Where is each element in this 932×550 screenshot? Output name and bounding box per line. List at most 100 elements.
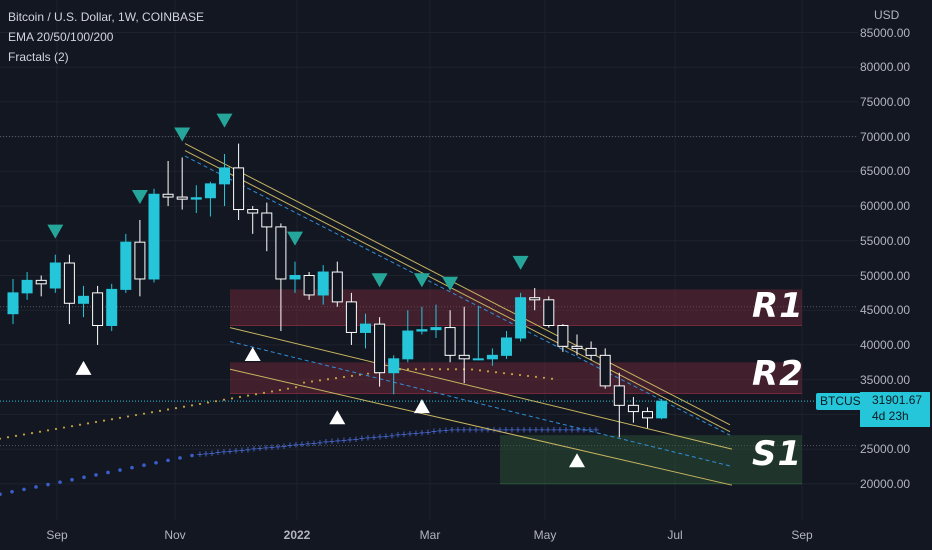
ema-100-dot — [278, 388, 282, 392]
candle-body — [571, 345, 583, 349]
price-tick-label: 85000.00 — [860, 25, 911, 40]
fractal-down-marker — [287, 231, 303, 246]
candle-body — [501, 337, 512, 356]
ema-200-dot — [106, 470, 110, 475]
ema-100-dot — [310, 380, 314, 383]
currency-label: USD — [874, 8, 900, 22]
price-tick-label: 40000.00 — [860, 337, 911, 352]
ema-100-dot — [542, 376, 546, 379]
ema-100-dot — [102, 419, 106, 422]
fractal-markers — [47, 113, 585, 468]
ema-200-dot: + — [473, 425, 479, 437]
fractal-down-marker — [371, 273, 388, 288]
price-tick-label: 35000.00 — [860, 372, 911, 387]
ema-200-dot: + — [467, 425, 473, 437]
candles — [7, 143, 668, 438]
ema-100-dot — [454, 368, 458, 371]
zone-label-r1: R1 — [752, 286, 804, 326]
time-tick-label: May — [533, 528, 557, 542]
ema-200-dot: + — [455, 425, 461, 437]
ema-200-dot: + — [443, 425, 449, 437]
price-tick-label: 25000.00 — [860, 442, 911, 457]
ema-200-dot: + — [479, 425, 485, 437]
fractal-down-marker — [512, 255, 529, 270]
ema-100-dot — [430, 368, 434, 371]
ema-100-dot — [70, 425, 74, 428]
ema-100-dot — [110, 418, 114, 421]
ema-100-dot — [510, 372, 514, 376]
ema-100-dot — [166, 408, 170, 411]
ema-200-dot: + — [335, 436, 341, 448]
ema-200-dot: + — [527, 425, 533, 437]
ema-200-dot: + — [347, 434, 353, 446]
ema-100-dot — [158, 409, 162, 412]
ema-200-dot: + — [419, 427, 425, 439]
ema-200-dot: + — [365, 433, 371, 445]
ema-dots: + + + + + + + + + + + + + + + + + + + + + + + + + + + + + + + + + + + + + + + +… — [0, 368, 599, 497]
ema-100-dot — [534, 375, 538, 378]
ema-100-dot — [414, 368, 418, 371]
ema-indicator-label[interactable]: EMA 20/50/100/200 — [8, 30, 114, 44]
candle-body — [656, 400, 668, 419]
trend-lines — [184, 143, 733, 486]
ema-100-dot — [334, 377, 338, 380]
ema-100-dot — [190, 404, 194, 407]
ema-200-dot — [58, 480, 62, 484]
candle-body — [35, 279, 47, 285]
ema-100-dot — [238, 395, 242, 399]
ema-200-dot: + — [311, 438, 317, 450]
candle-body — [416, 329, 428, 332]
ema-100-dot — [142, 412, 146, 415]
price-tick-label: 75000.00 — [860, 94, 911, 109]
candle-body — [486, 354, 498, 360]
channel-upper-line — [184, 150, 731, 433]
channel-lower-line — [229, 327, 733, 450]
ema-100-dot — [366, 372, 370, 375]
candle-body — [78, 295, 89, 304]
candle-body — [585, 347, 597, 356]
price-tick-label: 50000.00 — [860, 268, 911, 283]
ema-200-dot: + — [251, 444, 257, 456]
price-tick-label: 80000.00 — [860, 60, 911, 75]
candle-body — [275, 226, 287, 280]
ema-200-dot: + — [431, 426, 437, 438]
ema-200-dot: + — [299, 439, 305, 451]
candle-body — [92, 292, 104, 326]
ema-200-dot: + — [575, 425, 581, 437]
ema-100-dot — [38, 430, 42, 433]
candle-body — [599, 354, 611, 387]
ema-200-dot: + — [587, 425, 593, 437]
ema-100-dot — [494, 371, 498, 374]
price-tick-label: 65000.00 — [860, 164, 911, 179]
ema-200-dot: + — [221, 447, 227, 459]
candle-body — [106, 288, 118, 326]
ema-200-dot — [22, 487, 26, 492]
ema-200-dot: + — [545, 425, 551, 437]
ema-200-dot: + — [329, 436, 335, 448]
ema-100-dot — [54, 427, 58, 431]
ema-100-dot — [350, 374, 354, 378]
ema-100-dot — [134, 413, 138, 417]
candle-body — [63, 262, 75, 304]
ema-100-dot — [118, 416, 122, 419]
ema-100-dot — [0, 437, 2, 440]
candle-body — [360, 323, 371, 333]
candle-body — [458, 354, 470, 360]
chart-title: Bitcoin / U.S. Dollar, 1W, COINBASE — [8, 10, 205, 24]
fractal-down-marker — [131, 189, 148, 204]
ema-100-dot — [254, 393, 258, 396]
ema-200-dot — [118, 468, 122, 472]
ema-200-dot: + — [503, 425, 509, 437]
fractal-up-marker — [75, 360, 92, 375]
fractals-indicator-label[interactable]: Fractals (2) — [8, 50, 69, 64]
ema-100-dot — [478, 369, 482, 372]
ema-100-dot — [550, 377, 554, 380]
ema-100-dot — [318, 379, 322, 382]
candle-body — [289, 275, 301, 280]
candle-body — [247, 209, 259, 214]
ema-100-dot — [422, 368, 426, 371]
ema-200-dot: + — [509, 425, 515, 437]
candle-body — [176, 196, 188, 200]
ema-200-dot — [10, 489, 14, 494]
